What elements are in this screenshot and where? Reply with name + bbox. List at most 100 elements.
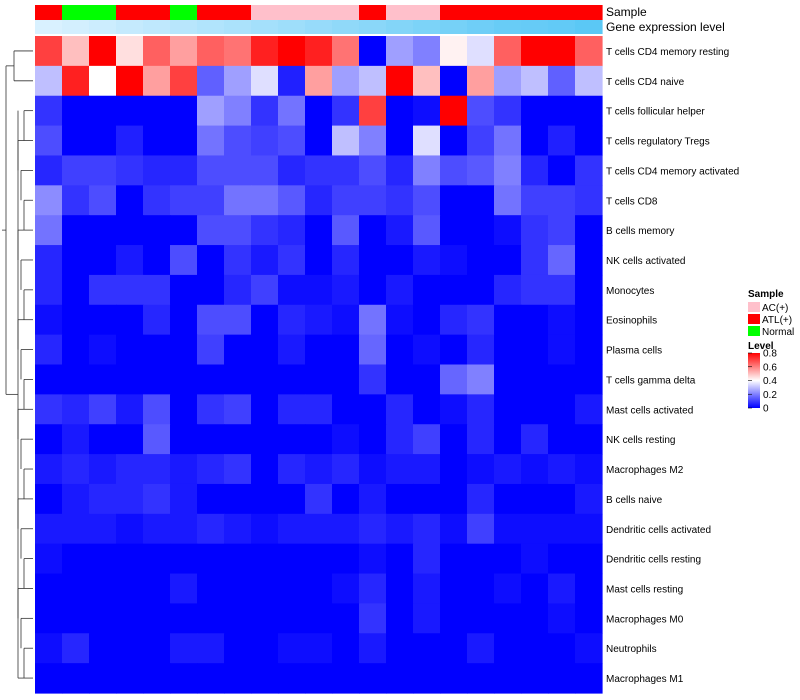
heatmap-cell: [494, 513, 522, 545]
heatmap-cell: [305, 95, 333, 127]
heatmap-cell: [359, 304, 387, 336]
heatmap-cell: [575, 334, 603, 366]
heatmap-cell: [62, 185, 90, 216]
heatmap-cell: [548, 394, 576, 425]
heatmap-cell: [413, 125, 441, 157]
heatmap-cell: [278, 364, 306, 395]
heatmap-cell: [494, 663, 522, 694]
heatmap-cell: [440, 454, 468, 485]
heatmap-cell: [143, 513, 171, 545]
heatmap-cell: [143, 215, 171, 246]
heatmap-cell: [143, 185, 171, 216]
heatmap-cell: [62, 65, 90, 97]
row-label: Plasma cells: [606, 346, 662, 357]
heatmap-cell: [575, 304, 603, 336]
heatmap-cell: [170, 483, 198, 515]
heatmap-cell: [332, 215, 360, 246]
heatmap-cell: [278, 274, 306, 306]
heatmap-cell: [332, 95, 360, 127]
heatmap-cell: [62, 304, 90, 336]
heatmap-cell: [278, 65, 306, 97]
sample-annotation-cell: [548, 5, 576, 20]
heatmap-cell: [197, 454, 225, 485]
heatmap-cell: [413, 274, 441, 306]
heatmap-cell: [413, 334, 441, 366]
heatmap-cell: [305, 483, 333, 515]
heatmap-cell: [278, 215, 306, 246]
heatmap-cell: [170, 36, 198, 67]
heatmap-cell: [494, 155, 522, 186]
row-label: Monocytes: [606, 286, 654, 297]
heatmap-cell: [170, 245, 198, 276]
heatmap-cell: [575, 663, 603, 694]
heatmap-cell: [386, 125, 414, 157]
heatmap-cell: [305, 155, 333, 186]
heatmap-cell: [386, 155, 414, 186]
heatmap-cell: [224, 603, 252, 634]
level-tick-label: 0.2: [763, 390, 777, 401]
heatmap-cell: [89, 543, 117, 575]
heatmap-cell: [575, 245, 603, 276]
expression-annotation-cell: [197, 20, 225, 34]
heatmap-cell: [467, 36, 495, 67]
heatmap-cell: [548, 543, 576, 575]
heatmap-cell: [548, 185, 576, 216]
heatmap-cell: [197, 36, 225, 67]
row-label: T cells CD8: [606, 196, 658, 207]
row-label: Macrophages M0: [606, 614, 684, 625]
sample-annotation-cell: [170, 5, 198, 20]
heatmap-cell: [278, 394, 306, 425]
sample-annotation-cell: [521, 5, 549, 20]
heatmap-cell: [332, 155, 360, 186]
heatmap-cell: [224, 36, 252, 67]
heatmap-cell: [35, 483, 63, 515]
heatmap-cell: [62, 364, 90, 395]
heatmap-cell: [548, 454, 576, 485]
heatmap-cell: [386, 364, 414, 395]
row-label: Eosinophils: [606, 316, 657, 327]
heatmap-cell: [251, 215, 279, 246]
heatmap-cell: [332, 364, 360, 395]
heatmap-cell: [251, 483, 279, 515]
heatmap-cell: [116, 603, 144, 634]
heatmap-cell: [143, 543, 171, 575]
heatmap-cell: [251, 95, 279, 127]
row-dendrogram: [2, 50, 33, 679]
heatmap-cell: [116, 185, 144, 216]
heatmap-cell: [548, 36, 576, 67]
heatmap-cell: [35, 334, 63, 366]
sample-annotation-cell: [224, 5, 252, 20]
heatmap-cell: [116, 125, 144, 157]
heatmap-cell: [332, 185, 360, 216]
heatmap-cell: [305, 334, 333, 366]
heatmap-cell: [440, 663, 468, 694]
heatmap-cell: [197, 95, 225, 127]
heatmap-cell: [251, 304, 279, 336]
heatmap-cell: [224, 274, 252, 306]
heatmap-cell: [62, 334, 90, 366]
expression-annotation-cell: [440, 20, 468, 34]
heatmap-cell: [251, 633, 279, 664]
heatmap-cell: [440, 603, 468, 634]
heatmap-cell: [170, 573, 198, 605]
heatmap-cell: [170, 454, 198, 485]
heatmap-cell: [575, 454, 603, 485]
expression-annotation-cell: [62, 20, 90, 34]
heatmap-cell: [467, 215, 495, 246]
heatmap-cell: [494, 245, 522, 276]
heatmap-cell: [170, 603, 198, 634]
heatmap-cell: [116, 513, 144, 545]
legend-swatch-normal: [748, 326, 760, 336]
annotation-label-expression: Gene expression level: [606, 20, 725, 34]
heatmap-cell: [224, 125, 252, 157]
heatmap-cell: [197, 304, 225, 336]
heatmap-cell: [170, 334, 198, 366]
heatmap-cell: [170, 125, 198, 157]
heatmap-cell: [197, 513, 225, 545]
heatmap-cell: [575, 215, 603, 246]
heatmap-cell: [575, 274, 603, 306]
heatmap-cell: [467, 304, 495, 336]
heatmap-cell: [62, 603, 90, 634]
heatmap-cell: [413, 573, 441, 605]
heatmap-cell: [413, 394, 441, 425]
